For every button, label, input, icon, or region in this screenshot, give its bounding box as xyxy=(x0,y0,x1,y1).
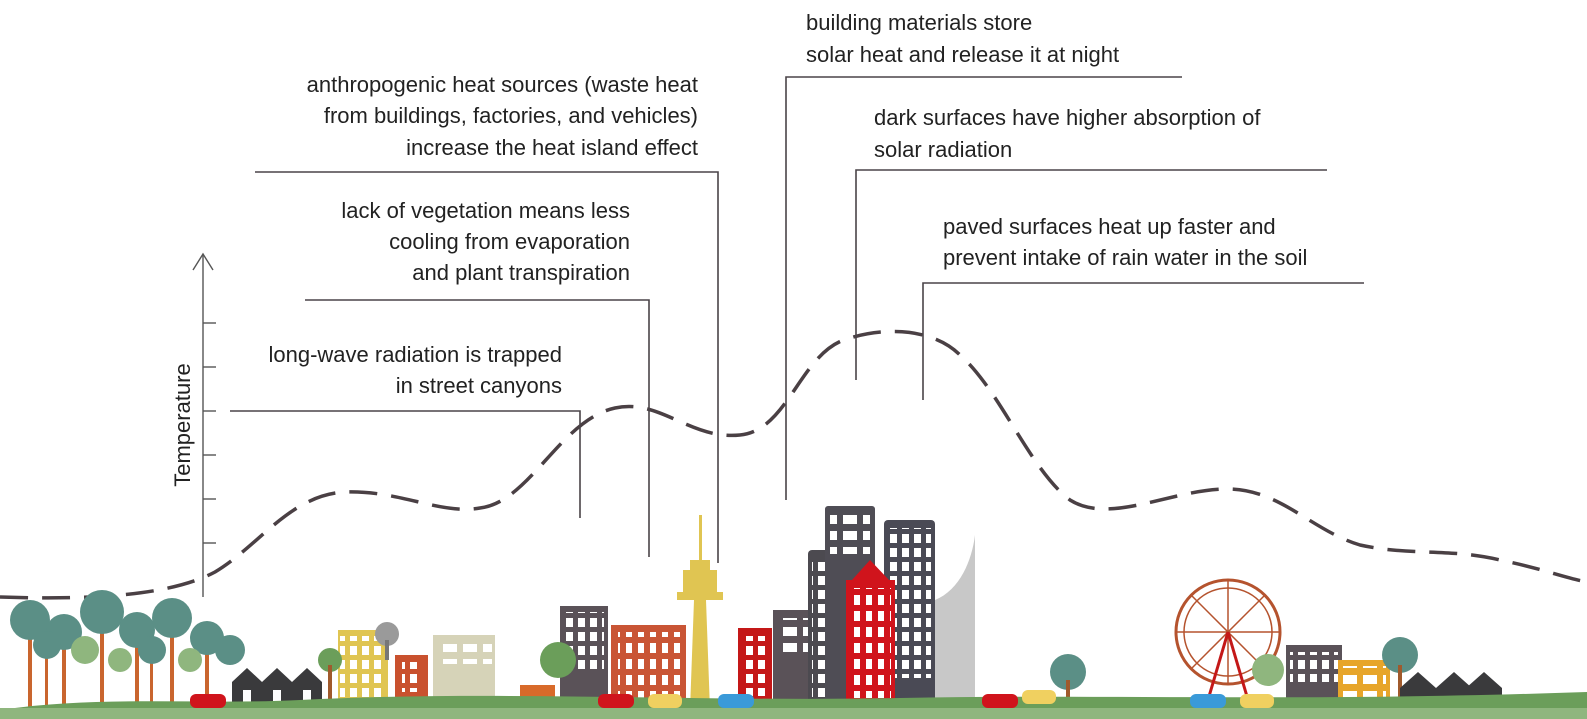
annotation-line: solar heat and release it at night xyxy=(806,42,1119,67)
annotation-line: anthropogenic heat sources (waste heat xyxy=(307,72,698,97)
annotation-line: solar radiation xyxy=(874,137,1012,162)
annotation-line: in street canyons xyxy=(396,373,562,398)
annotation-line: from buildings, factories, and vehicles) xyxy=(324,103,698,128)
temperature-axis: Temperature xyxy=(170,252,216,597)
annotation: building materials store solar heat and … xyxy=(806,10,1119,67)
annotation: dark surfaces have higher absorption of … xyxy=(874,105,1261,162)
annotation-line: building materials store xyxy=(806,10,1032,35)
temperature-curve xyxy=(0,329,1587,600)
annotation: paved surfaces heat up faster and preven… xyxy=(943,214,1307,270)
city-illustration xyxy=(0,506,1587,719)
annotation-line: prevent intake of rain water in the soil xyxy=(943,245,1307,270)
annotation: long-wave radiation is trapped in street… xyxy=(268,342,562,398)
annotation-line: long-wave radiation is trapped xyxy=(268,342,562,367)
annotation: lack of vegetation means less cooling fr… xyxy=(341,198,630,285)
axis-label: Temperature xyxy=(170,363,195,487)
annotation-line: paved surfaces heat up faster and xyxy=(943,214,1276,239)
annotation-line: increase the heat island effect xyxy=(406,135,698,160)
annotation-line: cooling from evaporation xyxy=(389,229,630,254)
annotation: anthropogenic heat sources (waste heat f… xyxy=(307,72,698,160)
annotation-line: dark surfaces have higher absorption of xyxy=(874,105,1261,130)
annotation-line: and plant transpiration xyxy=(412,260,630,285)
leader-lines xyxy=(230,76,1364,563)
annotation-line: lack of vegetation means less xyxy=(341,198,630,223)
